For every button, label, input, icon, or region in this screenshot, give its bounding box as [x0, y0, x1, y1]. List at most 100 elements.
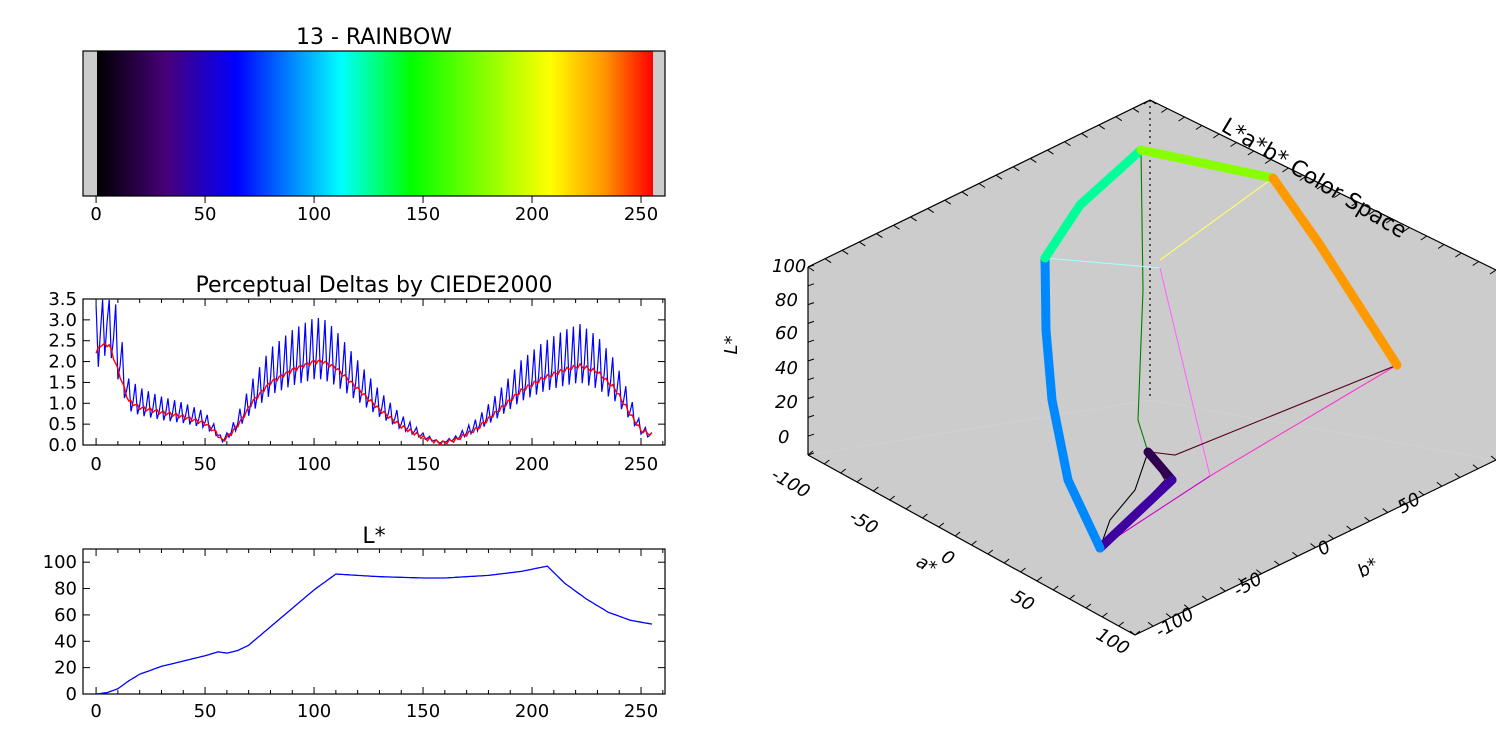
lstar-x-tick-labels: 0 50 100 150 200 250 — [90, 701, 658, 722]
lab-back-wall-right — [1150, 100, 1496, 460]
deltas-y-tick-label: 1.0 — [48, 393, 77, 414]
deltas-x-tick-labels: 0 50 100 150 200 250 — [90, 454, 658, 475]
axis-tick — [922, 513, 928, 519]
deltas-frame — [82, 298, 666, 446]
deltas-y-tick-label: 3.5 — [48, 289, 77, 310]
colorbar-tick-label: 0 — [90, 204, 101, 225]
axis-tick — [1132, 107, 1140, 113]
lstar-x-tick-label: 100 — [297, 701, 331, 722]
axis-tick — [1264, 159, 1272, 164]
axis-tick — [1081, 132, 1088, 138]
axis-tick — [1134, 630, 1141, 636]
axis-tick — [1489, 269, 1496, 275]
axis-tick — [1115, 116, 1123, 122]
lab-a-tick-label: 0 — [938, 546, 958, 570]
axis-tick — [807, 283, 815, 287]
axis-tick — [1403, 227, 1410, 232]
axis-tick — [1351, 201, 1358, 207]
lab-grid-ticks — [807, 99, 1496, 636]
deltas-y-tick-label: 3.0 — [48, 310, 77, 331]
lstar-ticks — [83, 549, 665, 695]
axis-tick — [1161, 108, 1168, 113]
axis-tick — [1003, 558, 1010, 564]
axis-tick — [1256, 569, 1262, 575]
axis-tick — [1036, 576, 1043, 582]
lab-a-tick-label: -50 — [846, 506, 882, 539]
deltas-title: Perceptual Deltas by CIEDE2000 — [195, 273, 552, 298]
axis-tick — [1455, 252, 1462, 258]
axis-tick — [910, 216, 917, 222]
lstar-y-tick-label: 60 — [54, 605, 77, 626]
axis-tick — [1237, 578, 1244, 583]
axis-tick — [1195, 125, 1203, 130]
axis-tick — [1334, 193, 1341, 198]
axis-tick — [807, 339, 815, 343]
axis-tick — [859, 241, 866, 247]
axis-tick — [1292, 551, 1298, 557]
lab-b-axis-label: b* — [1354, 554, 1382, 582]
deltas-x-tick-label: 100 — [297, 454, 331, 475]
deltas-x-tick-label: 250 — [624, 454, 658, 475]
axis-tick — [1183, 604, 1190, 610]
axis-tick — [1454, 473, 1461, 478]
deltas-series-red — [95, 342, 653, 447]
colorbar-tick-label: 150 — [406, 204, 440, 225]
lab-l-axis-label: L* — [721, 335, 742, 354]
lstar-panel: L* 0 20 40 60 80 100 0 50 100 150 200 25… — [43, 524, 666, 722]
lab-l-tick-label: 0 — [778, 427, 789, 448]
axis-tick — [1364, 516, 1370, 522]
colorbar-tick-label: 250 — [624, 204, 658, 225]
axis-tick — [1101, 612, 1108, 618]
lab-floor — [808, 400, 1496, 635]
axis-tick — [1299, 176, 1306, 181]
deltas-panel: Perceptual Deltas by CIEDE2000 0.0 0.5 1… — [48, 273, 666, 475]
axis-tick — [1437, 244, 1445, 249]
axis-tick — [1282, 167, 1289, 173]
deltas-x-tick-label: 50 — [194, 454, 217, 475]
lstar-x-tick-label: 50 — [194, 701, 217, 722]
axis-tick — [927, 208, 934, 213]
axis-tick — [1085, 603, 1092, 609]
axis-tick — [889, 495, 896, 501]
lstar-x-tick-label: 0 — [90, 701, 101, 722]
axis-tick — [1385, 218, 1393, 224]
colorbar-x-ticks — [95, 196, 642, 203]
colorbar-gradient — [97, 51, 653, 196]
axis-tick — [987, 549, 994, 555]
axis-tick — [1149, 99, 1157, 105]
lstar-y-tick-label: 20 — [54, 658, 77, 679]
lab-back-wall-left — [808, 100, 1150, 455]
deltas-y-tick-label: 2.0 — [48, 352, 77, 373]
axis-tick — [1368, 210, 1376, 215]
deltas-y-tick-label: 0.5 — [48, 414, 77, 435]
axis-tick — [1030, 158, 1037, 163]
deltas-y-tick-labels: 0.0 0.5 1.0 1.5 2.0 2.5 3.0 3.5 — [48, 289, 77, 456]
lab-l-tick-label: 80 — [775, 290, 798, 311]
axis-tick — [1201, 595, 1208, 601]
axis-tick — [1143, 99, 1151, 105]
axis-tick — [944, 199, 952, 205]
lstar-y-tick-label: 100 — [43, 552, 77, 573]
axis-tick — [841, 249, 849, 255]
axis-tick — [807, 414, 815, 418]
axis-tick — [938, 522, 945, 528]
axis-tick — [1472, 261, 1479, 266]
lab-a-tick-label: -100 — [768, 464, 814, 503]
colorbar-x-tick-labels: 0 50 100 150 200 250 — [90, 204, 658, 225]
axis-tick — [995, 174, 1003, 180]
axis-tick — [1472, 464, 1479, 470]
lab-l-tick-label: 60 — [775, 323, 798, 344]
axis-tick — [1230, 142, 1237, 147]
lstar-frame — [82, 548, 666, 695]
axis-tick — [1052, 585, 1059, 591]
axis-tick — [893, 224, 900, 230]
axis-tick — [1012, 166, 1020, 172]
lstar-y-tick-label: 80 — [54, 579, 77, 600]
axis-tick — [1212, 133, 1220, 139]
deltas-y-tick-label: 0.0 — [48, 435, 77, 456]
lstar-x-tick-label: 200 — [515, 701, 549, 722]
lab-3d-panel: 100 80 60 40 20 0 -100 -50 0 50 100 -100… — [721, 99, 1496, 660]
axis-tick — [961, 191, 969, 197]
axis-tick — [1418, 490, 1425, 496]
deltas-x-tick-label: 150 — [406, 454, 440, 475]
